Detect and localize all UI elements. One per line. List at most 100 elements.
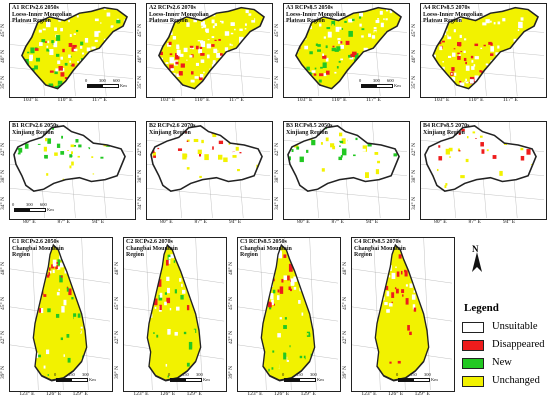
panel-region: Xinjiang Region [149,129,191,136]
scale-label: 300 [26,202,33,207]
map-svg [146,121,271,219]
longitude-label: 123° E [133,391,149,397]
panel-region: Changbai Mountain [12,245,64,252]
latitude-label: 39° N [228,365,234,379]
latitude-label: 39° N [0,365,6,379]
longitude-label: 94° E [228,219,242,225]
latitude-label: 38° N [411,169,417,183]
map-frame [9,3,136,98]
panel-title: C2 RCPs2.6 2070s Changbai Mountain Region [126,239,178,259]
latitude-label: 38° N [274,169,280,183]
map-frame [351,237,455,392]
longitude-label: 117° E [365,97,381,103]
graticule-line [283,188,408,200]
longitude-label: 123° E [247,391,263,397]
scale-label: 150 [296,372,303,377]
latitude-label: 48° N [228,262,234,276]
latitude-label: 45° N [0,23,6,37]
panel-title: B4 RCPs8.5 2070s Xinjiang Region [423,123,470,136]
panel-region: Loess-Inner Mongolian [423,11,483,18]
latitude-label: 42° N [342,331,348,345]
latitude-label: 48° N [114,262,120,276]
panel-scenario: RCPs8.5 2070s [431,5,470,11]
scale-label: 300 [82,372,89,377]
panel-id: C2 [126,239,134,245]
region-boundary [158,6,266,90]
map-svg [420,3,545,97]
longitude-label: 126° E [46,391,62,397]
scale-label: 0 [282,372,285,377]
graticule-line [195,237,203,391]
panel-id: B4 [423,123,431,129]
latitude-label: 48° N [342,262,348,276]
panel-id: A1 [12,5,20,11]
region-boundary [150,125,263,192]
longitude-label: 123° E [19,391,35,397]
panel-region: Changbai Mountain [240,245,292,252]
panel-region: Loess-Inner Mongolian [12,11,72,18]
longitude-label: 126° E [388,391,404,397]
scale-label: 150 [68,372,75,377]
scale-label: 300 [424,372,431,377]
legend-item-unsuitable: Unsuitable [462,321,550,334]
latitude-label: 40° N [0,49,6,63]
latitude-label: 40° N [411,49,417,63]
map-panel-b3: B3 RCPs8.5 2050s Xinjiang Region 42° N 38° … [274,118,411,230]
panel-scenario: RCPs8.5 2050s [294,123,333,129]
map-frame [283,3,410,98]
region-boundary [13,125,126,192]
latitude-label: 42° N [274,142,280,156]
panel-region-2: Region [354,252,372,258]
panel-scenario: RCPs2.6 2070s [134,239,173,245]
graticule-line [81,237,89,391]
latitude-label: 35° N [0,75,6,89]
panel-title: A2 RCPs2.6 2070s Loess-Inner Mongolian Pla… [149,5,209,25]
latitude-label: 40° N [137,49,143,63]
longitude-label: 87° E [194,219,207,225]
panel-scenario: RCPs8.5 2050s [294,5,333,11]
legend-label-new: New [492,357,512,368]
panel-title: C3 RCPs8.5 2050s Changbai Mountain Region [240,239,292,259]
map-frame [420,3,547,98]
panel-region: Loess-Inner Mongolian [286,11,346,18]
scale-label: 0 [85,78,88,83]
longitude-label: 129° E [414,391,430,397]
longitude-label: 117° E [502,97,518,103]
scale-label: 600 [113,78,120,83]
scale-label: 300 [373,78,380,83]
panel-id: C4 [354,239,362,245]
longitude-label: 110° E [57,97,73,103]
map-panel-b4: B4 RCPs8.5 2070s Xinjiang Region 42° N 38° … [411,118,548,230]
panel-region: Changbai Mountain [126,245,178,252]
panel-region: Loess-Inner Mongolian [149,11,209,18]
region-boundary [432,6,540,90]
scale-bar [56,378,88,382]
panel-region: Changbai Mountain [354,245,406,252]
latitude-label: 34° N [411,197,417,211]
panel-scenario: RCPs2.6 2050s [20,239,59,245]
latitude-label: 42° N [0,331,6,345]
legend-item-unchanged: Unchanged [462,375,550,388]
scale-bar [14,208,46,212]
map-frame [283,121,410,220]
longitude-label: 103° E [434,97,450,103]
panel-region-2: Plateau Region [149,18,188,24]
panel-id: C1 [12,239,20,245]
scale-unit: Km [203,377,210,382]
graticule-line [420,188,545,200]
legend-swatch-disappeared [462,340,484,351]
panel-id: A4 [423,5,431,11]
map-svg [351,237,453,391]
scale-label: 0 [168,372,171,377]
panel-scenario: RCPs8.5 2070s [362,239,401,245]
panel-id: A2 [149,5,157,11]
latitude-label: 39° N [342,365,348,379]
legend-item-disappeared: Disappeared [462,339,550,352]
longitude-label: 80° E [160,219,173,225]
panel-region: Xinjiang Region [12,129,54,136]
panel-title: B3 RCPs8.5 2050s Xinjiang Region [286,123,333,136]
latitude-label: 45° N [137,23,143,37]
legend-swatch-unchanged [462,376,484,387]
panel-region-2: Plateau Region [286,18,325,24]
map-svg [9,121,134,219]
